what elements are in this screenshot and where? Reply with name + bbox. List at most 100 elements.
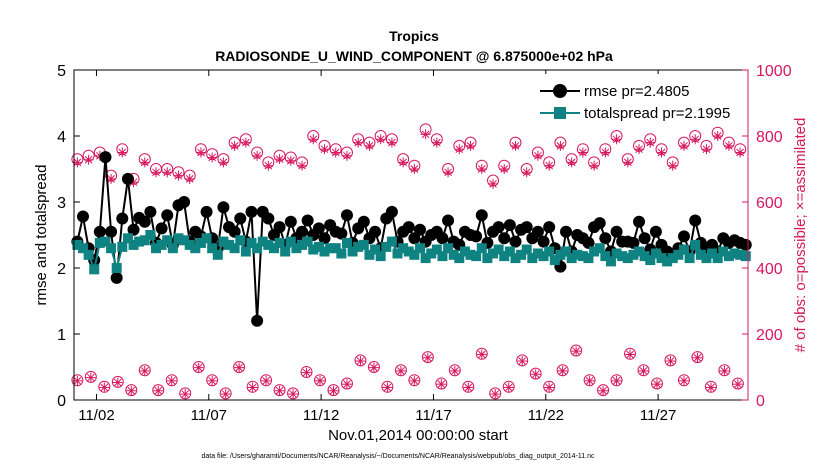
totalspread-point <box>594 243 605 254</box>
totalspread-point <box>611 248 622 259</box>
obs-low-assimilated-marker <box>153 385 164 396</box>
obs-low-assimilated-marker <box>678 375 689 386</box>
totalspread-point <box>521 244 532 255</box>
obs-low-assimilated-stroke <box>167 377 176 385</box>
obs-low-assimilated-stroke <box>639 367 648 375</box>
obs-high-assimilated-stroke <box>163 168 172 177</box>
obs-high-assimilated-stroke <box>331 148 340 157</box>
obs-high-assimilated-marker <box>263 160 274 171</box>
rmse-point <box>262 212 275 225</box>
obs-low-assimilated-marker <box>422 352 433 363</box>
totalspread-point <box>117 241 128 252</box>
obs-high-assimilated-stroke <box>702 145 711 154</box>
totalspread-point <box>280 246 291 257</box>
obs-high-assimilated-stroke <box>455 145 464 154</box>
obs-high-assimilated-marker <box>690 134 701 145</box>
totalspread-point <box>285 236 296 247</box>
rmse-point <box>739 238 752 251</box>
totalspread-point <box>184 239 195 250</box>
totalspread-point <box>695 249 706 260</box>
obs-low-assimilated-marker <box>288 389 299 400</box>
rmse-point <box>385 205 398 218</box>
obs-high-assimilated-marker <box>274 154 285 165</box>
obs-high-assimilated-marker <box>207 152 218 163</box>
obs-low-assimilated-stroke <box>343 380 351 389</box>
obs-high-assimilated-stroke <box>242 138 250 147</box>
totalspread-point <box>605 256 616 267</box>
rmse-point <box>301 214 314 227</box>
totalspread-point <box>353 241 364 252</box>
rmse-point <box>582 236 595 249</box>
rmse-point <box>340 209 353 222</box>
totalspread-point <box>100 236 111 247</box>
totalspread-point <box>454 253 465 264</box>
rmse-point <box>200 205 213 218</box>
obs-high-assimilated-stroke <box>197 148 205 157</box>
obs-low-assimilated-marker <box>274 385 285 396</box>
totalspread-point <box>499 251 510 262</box>
rmse-point <box>335 227 348 240</box>
totalspread-point <box>145 230 156 240</box>
chart-title-line1: Tropics <box>389 28 439 44</box>
totalspread-point <box>330 243 341 254</box>
x-tick-label: 11/17 <box>415 407 451 424</box>
totalspread-point <box>364 249 375 260</box>
rmse-point <box>689 214 702 227</box>
obs-high-assimilated-marker <box>645 137 656 148</box>
obs-high-assimilated-marker <box>634 144 645 155</box>
obs-low-assimilated-stroke <box>113 378 122 387</box>
rmse-point <box>633 215 646 228</box>
totalspread-point <box>516 249 527 260</box>
obs-low-assimilated-marker <box>557 365 568 376</box>
obs-high-assimilated-stroke <box>736 148 744 157</box>
rmse-point <box>413 223 426 236</box>
obs-high-assimilated-marker <box>195 147 206 158</box>
obs-low-assimilated-stroke <box>100 383 109 392</box>
obs-low-assimilated-stroke <box>477 350 486 359</box>
obs-low-assimilated-marker <box>180 389 191 400</box>
totalspread-point <box>347 246 358 257</box>
obs-low-assimilated-marker <box>463 382 474 393</box>
totalspread-point <box>268 243 279 254</box>
obs-low-assimilated-marker <box>530 369 541 380</box>
rmse-point <box>217 201 230 214</box>
obs-high-assimilated-stroke <box>354 138 363 147</box>
totalspread-point <box>538 251 549 262</box>
obs-low-assimilated-marker <box>328 385 339 396</box>
totalspread-point <box>459 246 470 257</box>
totalspread-point <box>83 249 94 260</box>
totalspread-point <box>111 263 122 273</box>
obs-low-assimilated-stroke <box>194 363 203 372</box>
rmse-point <box>312 222 325 235</box>
obs-low-assimilated-stroke <box>221 390 230 398</box>
rmse-point <box>520 221 533 234</box>
totalspread-point <box>106 243 117 254</box>
obs-high-assimilated-stroke <box>320 145 329 154</box>
obs-high-assimilated-stroke <box>152 168 160 177</box>
obs-low-assimilated-stroke <box>154 386 163 395</box>
obs-high-assimilated-marker <box>510 140 521 151</box>
totalspread-point <box>370 244 381 255</box>
obs-low-assimilated-marker <box>126 385 137 396</box>
obs-high-assimilated-stroke <box>388 138 396 147</box>
y-left-tick-label: 2 <box>57 261 66 278</box>
obs-low-assimilated-stroke <box>734 380 742 389</box>
obs-low-assimilated-marker <box>207 375 218 386</box>
legend-spread-label: totalspread pr=2.1995 <box>584 105 730 122</box>
obs-low-assimilated-stroke <box>464 383 473 392</box>
totalspread-point <box>718 246 729 257</box>
obs-high-assimilated-marker <box>431 137 442 148</box>
obs-high-assimilated-stroke <box>556 142 565 150</box>
obs-high-assimilated-marker <box>375 134 386 145</box>
obs-high-assimilated-stroke <box>534 151 542 160</box>
obs-low-assimilated-marker <box>625 349 636 360</box>
totalspread-point <box>577 251 588 262</box>
obs-low-assimilated-marker <box>652 379 663 390</box>
y-left-tick-label: 1 <box>57 327 66 344</box>
obs-low-assimilated-stroke <box>423 353 432 362</box>
obs-low-assimilated-marker <box>490 389 501 400</box>
obs-low-assimilated-stroke <box>612 377 621 385</box>
obs-high-assimilated-marker <box>353 137 364 148</box>
obs-high-assimilated-marker <box>184 173 195 184</box>
totalspread-point <box>235 235 246 246</box>
